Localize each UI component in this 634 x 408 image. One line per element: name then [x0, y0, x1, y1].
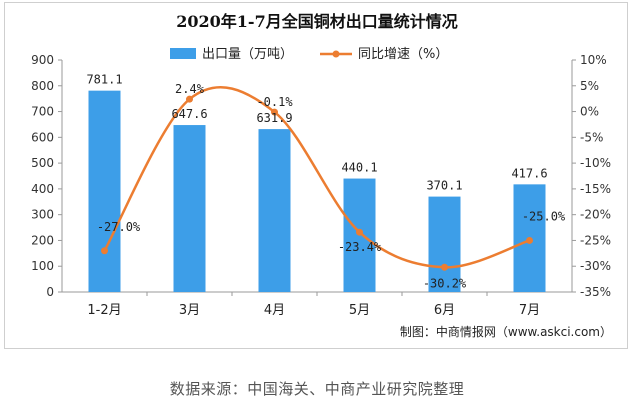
bar — [88, 90, 121, 292]
line-data-label: 2.4% — [175, 82, 205, 96]
legend-swatch-bar — [170, 48, 196, 59]
y-left-tick-label: 0 — [46, 285, 54, 299]
x-tick-label: 6月 — [434, 303, 455, 318]
y-right-tick-label: -35% — [580, 285, 611, 299]
bar — [428, 196, 461, 292]
data-source: 数据来源：中国海关、中商产业研究院整理 — [169, 380, 465, 398]
legend-marker-line — [332, 50, 340, 58]
y-right-tick-label: 0% — [580, 105, 599, 119]
line-data-label: -0.1% — [256, 95, 293, 109]
line-data-label: -27.0% — [97, 220, 141, 234]
legend-label-line: 同比增速（%） — [358, 47, 448, 62]
y-left-tick-label: 800 — [31, 79, 54, 93]
x-tick-label: 5月 — [349, 303, 370, 318]
legend-label-bar: 出口量（万吨） — [202, 47, 293, 62]
bar-data-label: 417.6 — [511, 166, 547, 180]
growth-line — [103, 86, 530, 269]
growth-point — [356, 228, 363, 236]
growth-point — [186, 95, 193, 103]
bar — [173, 125, 206, 292]
bar — [258, 129, 291, 292]
x-tick-label: 1-2月 — [87, 303, 121, 318]
y-right-tick-label: -30% — [580, 259, 611, 273]
y-right-tick-label: -15% — [580, 182, 611, 196]
line-data-label: -23.4% — [338, 240, 382, 254]
y-right-tick-label: -20% — [580, 208, 611, 222]
chart-title: 2020年1-7月全国铜材出口量统计情况 — [176, 12, 457, 31]
x-tick-label: 7月 — [519, 303, 540, 318]
y-left-tick-label: 200 — [31, 233, 54, 247]
y-left-tick-label: 400 — [31, 182, 54, 196]
y-left-tick-label: 600 — [31, 130, 54, 144]
growth-point — [441, 263, 448, 271]
growth-point — [526, 236, 533, 244]
y-left-tick-label: 300 — [31, 208, 54, 222]
growth-point — [271, 108, 278, 116]
x-tick-label: 3月 — [179, 303, 200, 318]
line-data-label: -25.0% — [522, 209, 566, 223]
y-left-tick-label: 700 — [31, 105, 54, 119]
bar-data-label: 781.1 — [86, 73, 122, 87]
bar-data-label: 631.9 — [256, 111, 292, 125]
bar-data-label: 647.6 — [171, 107, 207, 121]
y-left-tick-label: 900 — [31, 53, 54, 67]
y-right-tick-label: -10% — [580, 156, 611, 170]
bar-data-label: 370.1 — [426, 179, 462, 193]
y-right-tick-label: -25% — [580, 233, 611, 247]
y-right-tick-label: 5% — [580, 79, 599, 93]
line-data-label: -30.2% — [423, 276, 467, 290]
y-right-tick-label: 10% — [580, 53, 607, 67]
x-tick-label: 4月 — [264, 303, 285, 318]
y-right-tick-label: -5% — [580, 130, 603, 144]
y-left-tick-label: 500 — [31, 156, 54, 170]
chart-credit: 制图：中商情报网（www.askci.com） — [400, 324, 612, 339]
y-left-tick-label: 100 — [31, 259, 54, 273]
growth-point — [101, 247, 108, 255]
bar-data-label: 440.1 — [341, 161, 377, 175]
